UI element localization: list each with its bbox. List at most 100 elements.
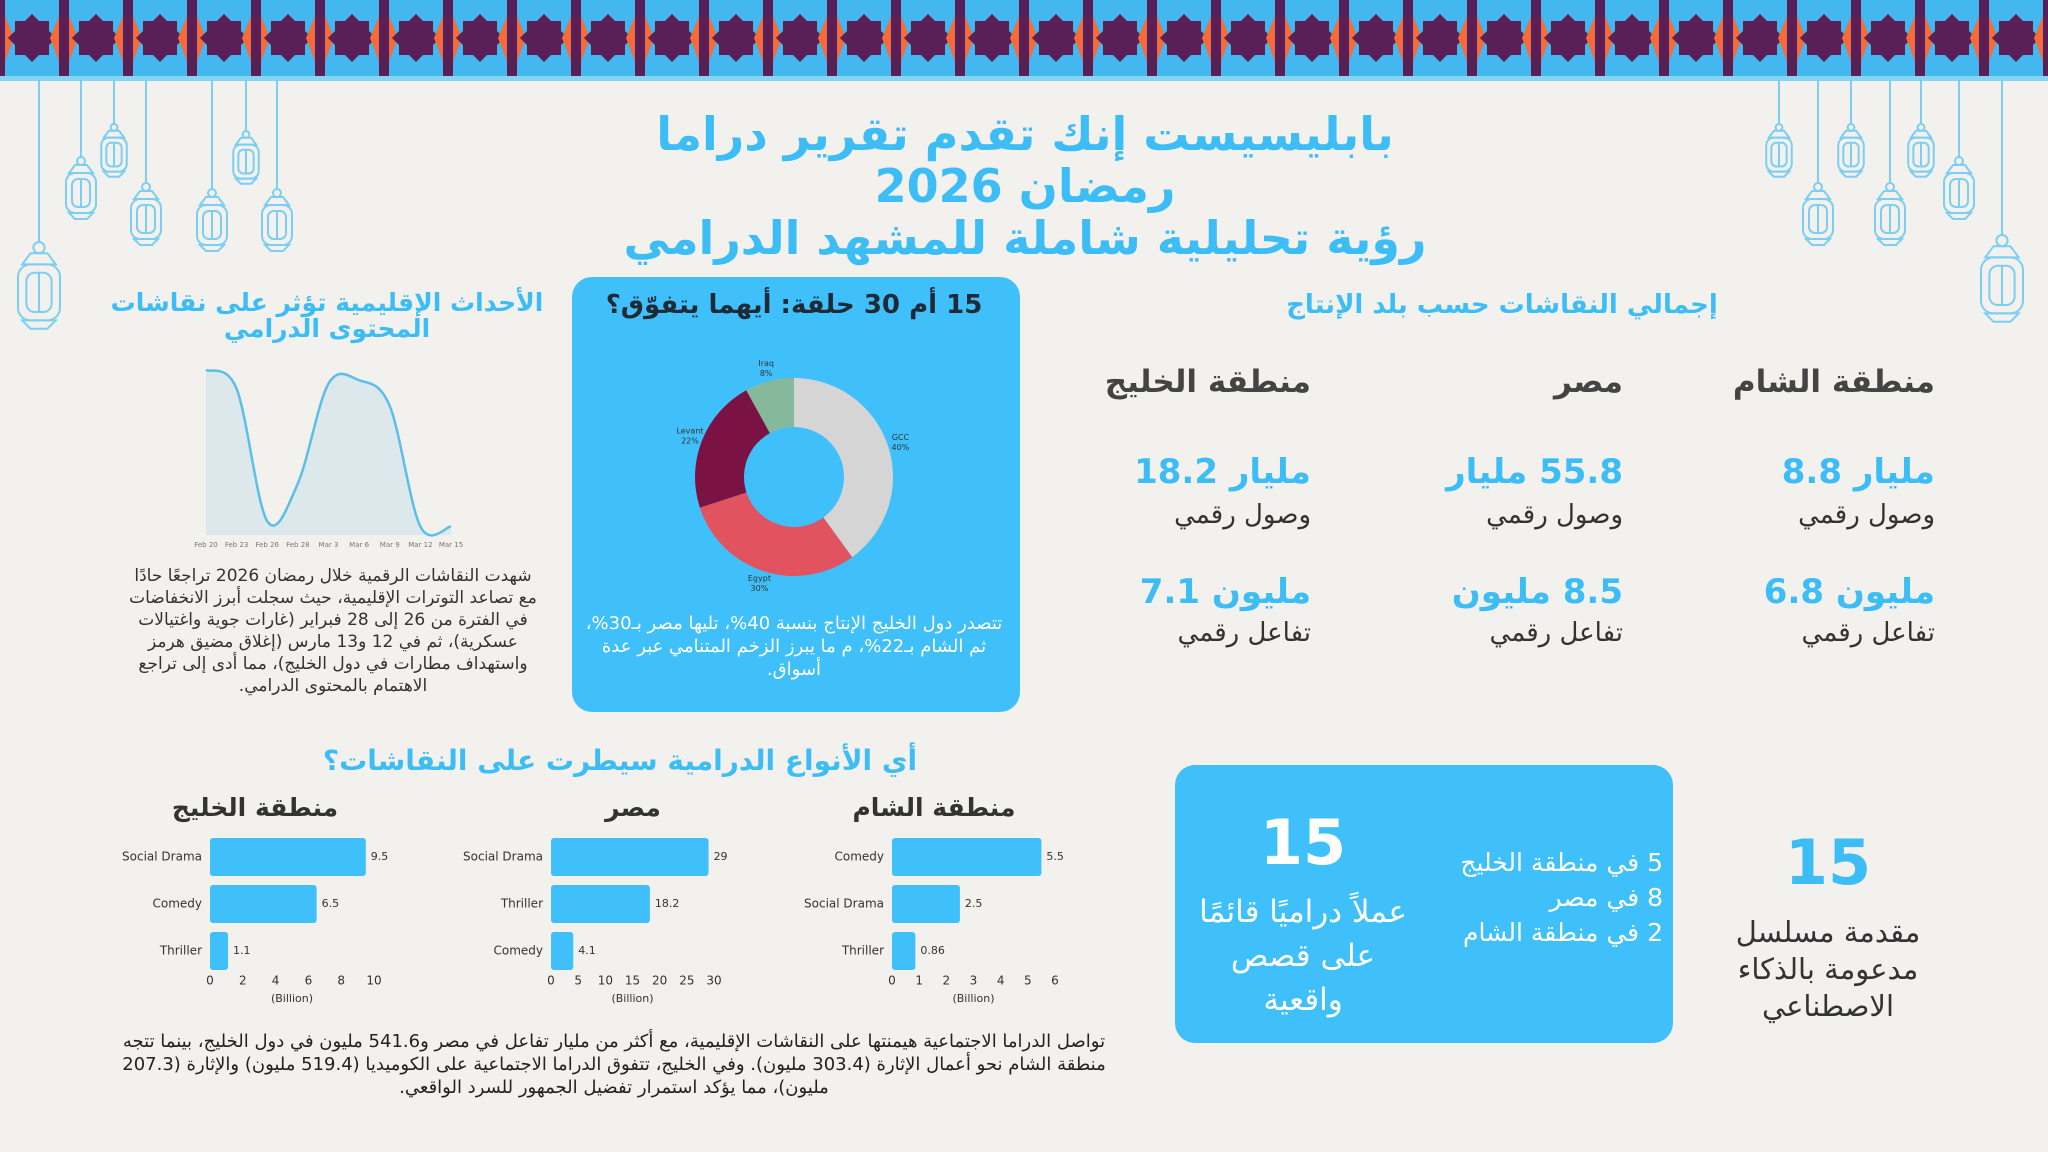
area xyxy=(206,369,451,536)
x-tick-label: 4 xyxy=(272,974,280,988)
lantern-cap xyxy=(1838,129,1864,139)
x-tick-label: 30 xyxy=(706,974,721,988)
x-tick-label: Mar 3 xyxy=(319,541,339,549)
reach-value: مليار 8.8 xyxy=(1781,452,1935,492)
x-tick-label: 0 xyxy=(888,974,896,988)
star-part xyxy=(775,13,825,63)
engagement-label: تفاعل رقمي xyxy=(1177,618,1311,648)
lantern-base xyxy=(1982,312,2022,323)
purple-bar xyxy=(1403,0,1413,76)
x-tick-label: 8 xyxy=(337,974,345,988)
lantern-ring xyxy=(1774,123,1784,132)
category-label: Social Drama xyxy=(122,850,202,864)
band-edge xyxy=(0,76,2048,81)
lantern-cap xyxy=(20,252,58,266)
purple-bar xyxy=(2043,0,2048,76)
purple-bar xyxy=(1467,0,1477,76)
category-label: Comedy xyxy=(493,944,543,958)
region-name: منطقة الشام xyxy=(1732,364,1935,400)
lantern-base xyxy=(1944,212,1974,220)
value-label: 6.5 xyxy=(322,897,340,910)
lantern-cap xyxy=(67,164,95,174)
slice-label: Levant xyxy=(676,426,703,435)
x-tick-label: 2 xyxy=(239,974,247,988)
lantern xyxy=(232,80,260,185)
value-label: 18.2 xyxy=(655,897,680,910)
chart-title: منطقة الخليج xyxy=(171,793,339,822)
star-part xyxy=(839,13,889,63)
lantern-ring xyxy=(1846,123,1856,132)
x-tick-label: 5 xyxy=(574,974,582,988)
bar xyxy=(892,838,1042,876)
x-tick-label: Mar 12 xyxy=(408,541,432,549)
lantern-ring xyxy=(141,182,151,192)
reach-label: وصول رقمي xyxy=(1798,500,1935,530)
reach-label: وصول رقمي xyxy=(1486,500,1623,530)
region-name: مصر xyxy=(1553,364,1623,400)
top-pattern xyxy=(0,0,2048,81)
x-tick-label: 25 xyxy=(679,974,694,988)
category-label: Social Drama xyxy=(804,897,884,911)
lantern-cap xyxy=(1908,129,1934,139)
paragraph: شهدت النقاشات الرقمية خلال رمضان 2026 تر… xyxy=(129,566,537,696)
lantern-cap xyxy=(198,196,226,206)
lantern-ring xyxy=(1954,156,1964,166)
lantern-ring xyxy=(109,123,119,132)
star-part xyxy=(519,13,569,63)
lantern-ring xyxy=(241,130,251,139)
stat-label: عملاً دراميًا قائمًا على قصص واقعية xyxy=(1199,894,1407,1018)
lantern-base xyxy=(197,244,227,252)
x-tick-label: 0 xyxy=(206,974,214,988)
title-line: رمضان 2026 xyxy=(874,159,1176,213)
paragraph: تتصدر دول الخليج الإنتاج بنسبة 40%، تليه… xyxy=(585,613,1003,680)
purple-bar xyxy=(1531,0,1541,76)
slice-value-label: 40% xyxy=(892,443,910,452)
lantern-cap xyxy=(1876,190,1904,200)
reach-value: مليار 18.2 xyxy=(1134,452,1311,492)
lantern xyxy=(1802,80,1834,246)
lantern-base xyxy=(1838,170,1864,178)
x-tick-label: Mar 6 xyxy=(349,541,369,549)
x-tick-label: 5 xyxy=(1024,974,1032,988)
bar xyxy=(210,885,317,923)
lantern xyxy=(130,80,162,246)
chart-title: مصر xyxy=(605,793,661,822)
engagement-value: مليون 6.8 xyxy=(1763,572,1935,612)
breakdown-item: 5 في منطقة الخليج xyxy=(1460,848,1663,877)
lantern xyxy=(17,80,61,330)
x-tick-label: 4 xyxy=(997,974,1005,988)
category-label: Thriller xyxy=(159,944,202,958)
star-part xyxy=(199,13,249,63)
x-tick-label: Mar 15 xyxy=(439,541,463,549)
purple-bar xyxy=(59,0,69,76)
star-part xyxy=(711,13,761,63)
section-title: إجمالي النقاشات حسب بلد الإنتاج xyxy=(1286,290,1718,320)
slice-value-label: 30% xyxy=(751,584,769,593)
bar xyxy=(892,932,916,970)
lantern xyxy=(100,80,128,178)
stat-label: مقدمة مسلسل مدعومة بالذكاء الاصطناعي xyxy=(1735,915,1921,1023)
purple-bar xyxy=(507,0,517,76)
lantern-base xyxy=(1803,238,1833,246)
real-stories-panel xyxy=(1175,765,1673,1043)
purple-bar xyxy=(1019,0,1029,76)
x-tick-label: 1 xyxy=(915,974,923,988)
bar xyxy=(210,932,229,970)
lantern-ring xyxy=(272,188,282,198)
x-axis-label: (Billion) xyxy=(611,992,653,1005)
lantern-ring xyxy=(207,188,217,198)
purple-bar xyxy=(379,0,389,76)
lantern-cap xyxy=(233,136,259,146)
value-label: 4.1 xyxy=(578,944,596,957)
lantern xyxy=(1907,80,1935,178)
purple-bar xyxy=(251,0,261,76)
slice-label: Egypt xyxy=(748,574,771,583)
paragraph: تواصل الدراما الاجتماعية هيمنتها على الن… xyxy=(122,1031,1106,1098)
lantern-ring xyxy=(1995,234,2009,248)
purple-bar xyxy=(1339,0,1349,76)
purple-bar xyxy=(827,0,837,76)
purple-bar xyxy=(891,0,901,76)
category-label: Comedy xyxy=(152,897,202,911)
reach-label: وصول رقمي xyxy=(1174,500,1311,530)
